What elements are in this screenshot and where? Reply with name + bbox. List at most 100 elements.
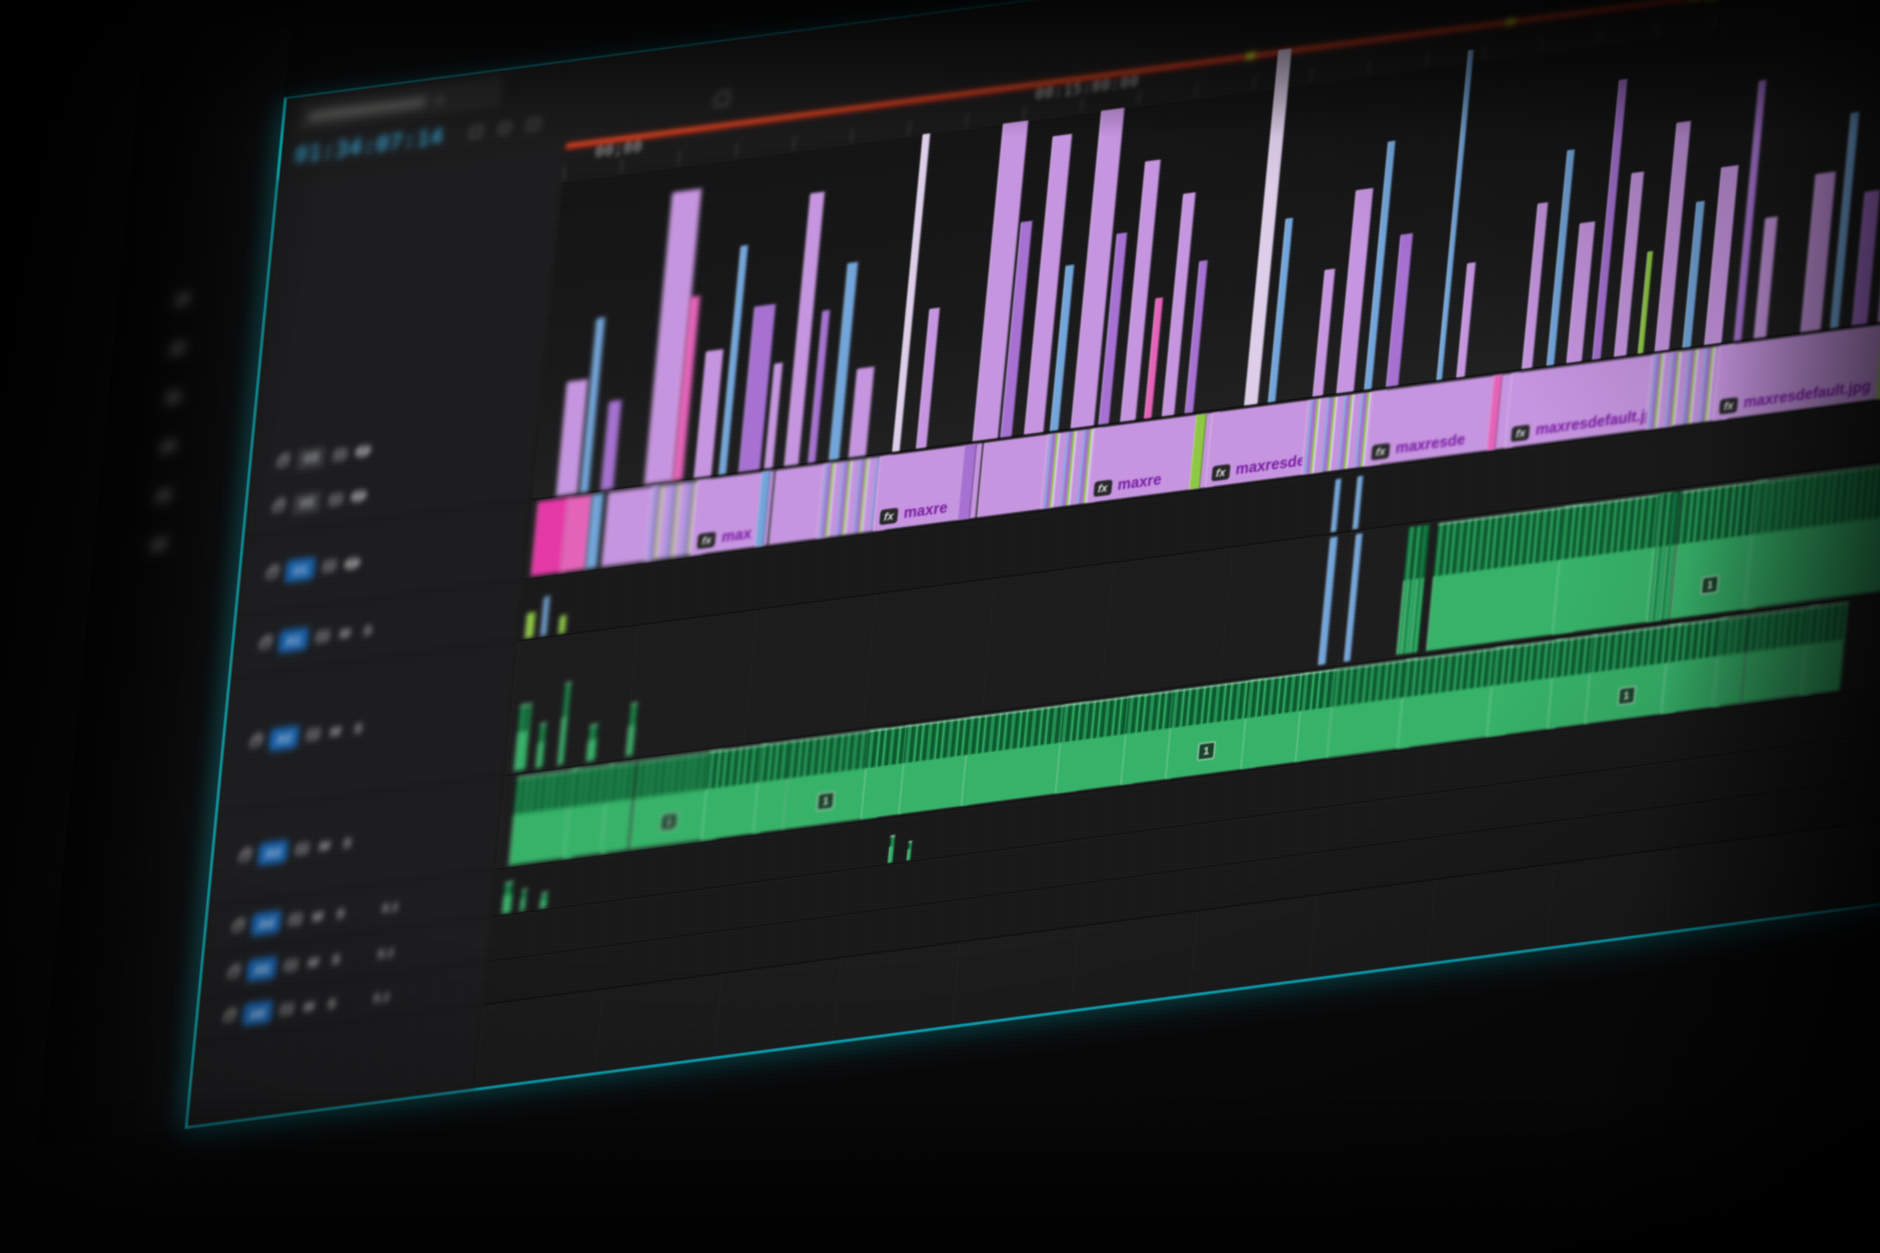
timeline-clip[interactable] xyxy=(916,307,941,449)
lock-icon[interactable] xyxy=(223,1011,236,1023)
timeline-clip[interactable] xyxy=(1682,200,1706,348)
timeline-clip[interactable] xyxy=(1330,478,1342,533)
mute-button[interactable]: M xyxy=(311,908,324,925)
timeline-clip[interactable] xyxy=(502,880,515,914)
solo-button[interactable]: S xyxy=(326,995,337,1012)
fx-badge-icon[interactable]: fx xyxy=(1093,479,1113,498)
eye-icon[interactable] xyxy=(355,444,372,458)
fx-badge-icon[interactable]: fx xyxy=(879,508,899,526)
timeline-clip[interactable] xyxy=(1522,202,1549,370)
timeline-clip[interactable] xyxy=(540,891,549,909)
timeline-clip[interactable] xyxy=(906,840,912,861)
fx-badge-icon[interactable]: fx xyxy=(1718,397,1739,416)
sync-lock-icon[interactable] xyxy=(322,559,337,573)
timeline-clip[interactable] xyxy=(888,834,896,864)
timeline-clip[interactable] xyxy=(585,723,599,763)
timeline-display-settings-icon[interactable] xyxy=(713,90,731,108)
timeline-clip[interactable] xyxy=(1312,268,1336,397)
timeline-clip[interactable] xyxy=(558,614,568,634)
linked-selection-icon[interactable] xyxy=(497,120,512,135)
timeline-clip[interactable] xyxy=(520,887,528,912)
fx-badge-icon[interactable]: fx xyxy=(1510,424,1531,443)
timeline-clip[interactable] xyxy=(540,595,551,637)
mute-button[interactable]: M xyxy=(318,837,331,855)
lock-icon[interactable] xyxy=(249,736,262,748)
timeline-clip[interactable] xyxy=(1800,601,1849,696)
track-target-button-A5[interactable]: A5 xyxy=(246,956,277,982)
track-target-button-V1[interactable]: V1 xyxy=(285,557,316,583)
lock-icon[interactable] xyxy=(227,967,240,979)
mute-button[interactable]: M xyxy=(338,625,352,642)
timeline-clip[interactable] xyxy=(848,366,875,458)
mute-button[interactable]: M xyxy=(329,723,342,740)
track-select-tool-icon[interactable] xyxy=(169,340,187,357)
timeline-clip[interactable] xyxy=(625,702,638,757)
timeline-clip[interactable] xyxy=(1799,170,1837,333)
timeline-clip[interactable] xyxy=(1386,232,1414,387)
track-target-button-A6[interactable]: A6 xyxy=(242,1000,273,1026)
track-target-button-A2[interactable]: A2 xyxy=(269,725,299,751)
sync-lock-icon[interactable] xyxy=(315,629,330,643)
lock-icon[interactable] xyxy=(238,851,251,862)
lock-icon[interactable] xyxy=(232,921,244,933)
timeline-clip[interactable] xyxy=(513,703,533,772)
timeline-clip[interactable] xyxy=(1184,259,1208,414)
sync-lock-icon[interactable] xyxy=(333,447,348,461)
lock-icon[interactable] xyxy=(276,456,289,467)
track-target-button-V3[interactable]: V3 xyxy=(296,445,326,471)
timeline-clip[interactable] xyxy=(1638,251,1654,354)
timeline-clip[interactable] xyxy=(1566,221,1596,364)
timeline-clip[interactable] xyxy=(1317,536,1339,666)
solo-button[interactable]: S xyxy=(331,951,342,968)
fx-badge-icon[interactable]: fx xyxy=(697,532,717,550)
sync-lock-icon[interactable] xyxy=(328,492,343,506)
timeline-clip[interactable] xyxy=(1852,190,1880,326)
sync-lock-icon[interactable] xyxy=(295,842,310,856)
fx-badge-icon[interactable]: fx xyxy=(1370,443,1391,462)
solo-button[interactable]: S xyxy=(335,905,346,922)
timeline-area[interactable]: 00;00 00:15:00:00 fx max fx maxre fx maxre fx ma… xyxy=(475,0,1880,1088)
timeline-clip[interactable] xyxy=(1395,524,1430,656)
lock-icon[interactable] xyxy=(266,568,278,579)
audio-channel-badge: 1 xyxy=(1700,575,1720,595)
ripple-edit-tool-icon[interactable] xyxy=(164,389,182,406)
playhead-timecode[interactable]: 01:34:07:14 xyxy=(293,123,446,168)
eye-icon[interactable] xyxy=(350,489,367,503)
timeline-clip[interactable] xyxy=(535,722,548,769)
timeline-clip[interactable] xyxy=(524,611,537,639)
mute-button[interactable]: M xyxy=(303,997,316,1015)
track-target-button-V2[interactable]: V2 xyxy=(291,490,322,516)
slip-tool-icon[interactable] xyxy=(154,487,173,504)
timeline-clip[interactable] xyxy=(600,399,622,491)
timeline-clip[interactable] xyxy=(1343,532,1364,663)
eye-icon[interactable] xyxy=(344,556,361,569)
lock-icon[interactable] xyxy=(259,638,272,650)
snap-icon[interactable] xyxy=(469,124,484,139)
solo-button[interactable]: S xyxy=(362,622,373,639)
solo-button[interactable]: S xyxy=(342,834,353,852)
sync-lock-icon[interactable] xyxy=(306,727,321,741)
timeline-clip[interactable] xyxy=(1352,475,1364,530)
razor-tool-icon[interactable] xyxy=(159,438,177,455)
timeline-clip[interactable] xyxy=(1456,262,1476,378)
sync-lock-icon[interactable] xyxy=(279,1002,294,1016)
marker-icon[interactable] xyxy=(526,116,541,131)
lock-icon[interactable] xyxy=(272,501,285,512)
fx-badge-icon[interactable]: fx xyxy=(1210,464,1231,483)
close-icon[interactable]: × xyxy=(434,90,445,109)
sync-lock-icon[interactable] xyxy=(288,912,303,926)
track-target-button-A1[interactable]: A1 xyxy=(278,627,309,653)
timeline-clip[interactable] xyxy=(1704,164,1739,346)
solo-button[interactable]: S xyxy=(353,720,364,737)
track-target-button-A4[interactable]: A4 xyxy=(251,910,282,936)
selection-tool-icon[interactable] xyxy=(173,291,192,308)
timeline-clip[interactable] xyxy=(1144,297,1164,419)
track-target-button-A3[interactable]: A3 xyxy=(258,840,288,866)
timeline-clip[interactable] xyxy=(557,681,572,766)
timeline-clip[interactable] xyxy=(1743,456,1880,610)
sync-lock-icon[interactable] xyxy=(284,958,299,972)
mute-button[interactable]: M xyxy=(307,954,320,971)
pen-tool-icon[interactable] xyxy=(150,536,168,553)
timeline-clip[interactable] xyxy=(1754,216,1779,339)
